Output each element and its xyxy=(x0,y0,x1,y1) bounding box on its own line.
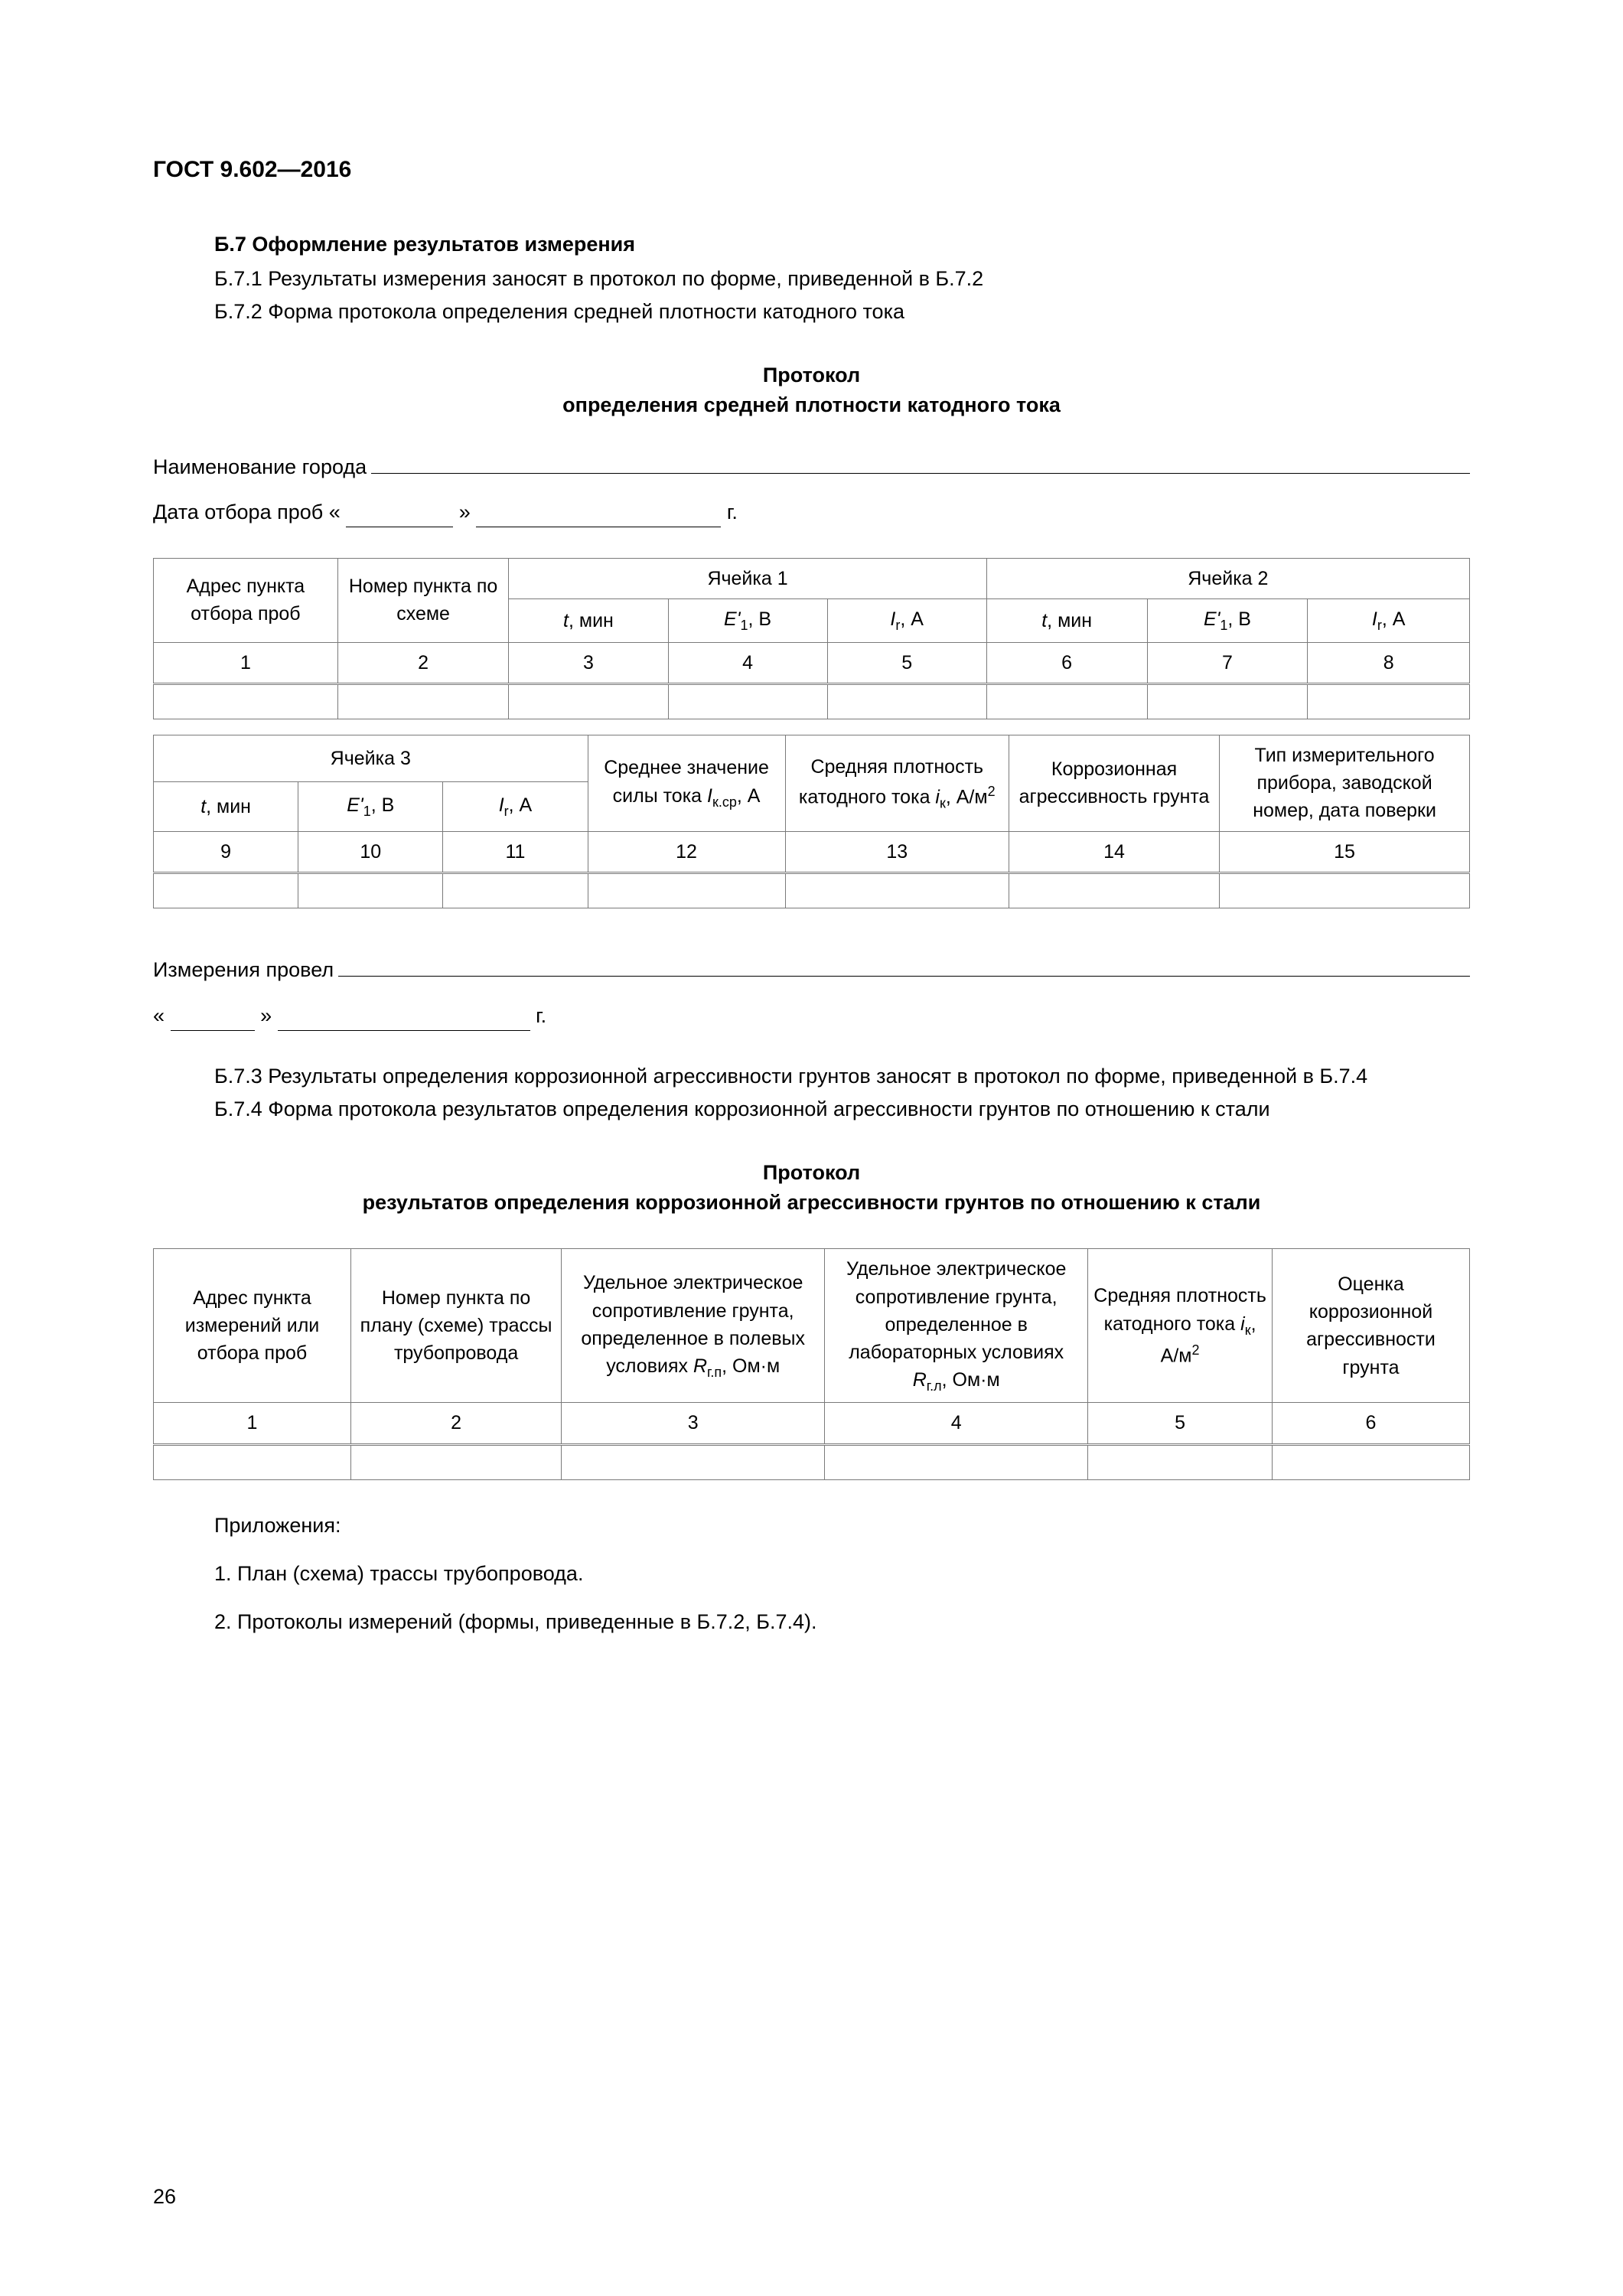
table-1: Адрес пункта отбора проб Номер пункта по… xyxy=(153,558,1470,719)
table-row xyxy=(154,872,1470,908)
date-pre: Дата отбора проб « xyxy=(153,501,341,523)
measured-by-line: Измерения провел xyxy=(153,954,1470,986)
cell: 2 xyxy=(351,1403,562,1444)
text: , Ом·м xyxy=(942,1369,1000,1391)
city-blank xyxy=(371,451,1470,474)
th-e1: E'1, В xyxy=(668,599,827,642)
th: Средняя плотность катодного тока iк, А/м… xyxy=(1088,1249,1273,1403)
table-2: Ячейка 3 Среднее значение силы тока Iк.с… xyxy=(153,735,1470,908)
table-row: Ячейка 3 Среднее значение силы тока Iк.с… xyxy=(154,735,1470,781)
date-line: Дата отбора проб « » г. xyxy=(153,497,1470,527)
cell: 3 xyxy=(562,1403,825,1444)
th-t1: t, мин xyxy=(509,599,668,642)
para-b7-4: Б.7.4 Форма протокола результатов опреде… xyxy=(214,1094,1470,1124)
para-b7-1: Б.7.1 Результаты измерения заносят в про… xyxy=(214,264,1470,294)
date-suf: г. xyxy=(727,501,738,523)
table-row xyxy=(154,683,1470,719)
th-dens: Средняя плотность катодного тока iк, А/м… xyxy=(785,735,1009,831)
cell: 15 xyxy=(1220,831,1470,872)
th-t3: t, мин xyxy=(154,782,298,832)
cell: 7 xyxy=(1147,642,1308,683)
document-header: ГОСТ 9.602—2016 xyxy=(153,153,1470,187)
th-num: Номер пункта по схеме xyxy=(337,559,509,642)
th-e3: E'1, В xyxy=(298,782,443,832)
table-row: 1 2 3 4 5 6 xyxy=(154,1403,1470,1444)
text: , Ом·м xyxy=(722,1355,780,1377)
th-cell3: Ячейка 3 xyxy=(154,735,588,781)
cell: 13 xyxy=(785,831,1009,872)
protocol2-subtitle: результатов определения коррозионной агр… xyxy=(153,1188,1470,1218)
cell: 2 xyxy=(337,642,509,683)
date-blank-2 xyxy=(476,503,721,527)
th: Удельное электриче­ское сопротивление гр… xyxy=(825,1249,1088,1403)
th-aggr: Коррозионная агрессивность грунта xyxy=(1009,735,1219,831)
th: Оценка коррозионной агрессивности грунта xyxy=(1272,1249,1469,1403)
appendix-title: Приложения: xyxy=(214,1511,1470,1541)
text: , А xyxy=(737,785,761,807)
cell: 4 xyxy=(668,642,827,683)
cell: 5 xyxy=(1088,1403,1273,1444)
cell: 1 xyxy=(154,1403,351,1444)
cell: 14 xyxy=(1009,831,1219,872)
th-cell2: Ячейка 2 xyxy=(986,559,1469,599)
city-line: Наименование города xyxy=(153,451,1470,482)
appendix-p1: 1. План (схема) трассы трубопровода. xyxy=(214,1559,1470,1589)
cell: 11 xyxy=(443,831,588,872)
date2-line: « » г. xyxy=(153,1001,1470,1031)
th-i3: Ir, А xyxy=(443,782,588,832)
cell: 4 xyxy=(825,1403,1088,1444)
protocol2-title: Протокол xyxy=(153,1158,1470,1188)
page-number: 26 xyxy=(153,2182,176,2212)
th-avg: Среднее значение силы тока Iк.ср, А xyxy=(588,735,785,831)
th-dev: Тип измерительного прибора, заводской но… xyxy=(1220,735,1470,831)
date-mid: » xyxy=(459,501,471,523)
text: Удельное электриче­ское сопротивление гр… xyxy=(846,1258,1066,1363)
cell: 6 xyxy=(986,642,1147,683)
th: Удельное электриче­ское сопротивление гр… xyxy=(562,1249,825,1403)
date-blank-1 xyxy=(346,503,453,527)
table-row xyxy=(154,1444,1470,1479)
th: Адрес пункта измерений или отбора проб xyxy=(154,1249,351,1403)
measured-by-blank xyxy=(338,954,1470,977)
cell: 1 xyxy=(154,642,338,683)
date2-pre: « xyxy=(153,1004,165,1027)
protocol1-subtitle: определения средней плотности катодного … xyxy=(153,390,1470,420)
date2-mid: » xyxy=(260,1004,278,1027)
cell: 9 xyxy=(154,831,298,872)
table-row: 9 10 11 12 13 14 15 xyxy=(154,831,1470,872)
city-label: Наименование города xyxy=(153,452,367,482)
date2-suf: г. xyxy=(536,1004,546,1027)
table-3: Адрес пункта измерений или отбора проб Н… xyxy=(153,1248,1470,1479)
th-address: Адрес пункта отбора проб xyxy=(154,559,338,642)
protocol1-title: Протокол xyxy=(153,360,1470,390)
th-i1: Ir, А xyxy=(827,599,986,642)
section-b7-title: Б.7 Оформление результатов измерения xyxy=(214,230,1470,259)
date2-blank-2 xyxy=(278,1006,530,1030)
para-b7-3: Б.7.3 Результаты определения коррозионно… xyxy=(214,1062,1470,1091)
cell: 12 xyxy=(588,831,785,872)
measured-by-label: Измерения провел xyxy=(153,955,334,985)
page: ГОСТ 9.602—2016 Б.7 Оформление результат… xyxy=(0,0,1623,2296)
th: Номер пункта по плану (схеме) трассы тру… xyxy=(351,1249,562,1403)
table-row: Адрес пункта измерений или отбора проб Н… xyxy=(154,1249,1470,1403)
th-i2: Ir, А xyxy=(1308,599,1470,642)
cell: 6 xyxy=(1272,1403,1469,1444)
cell: 5 xyxy=(827,642,986,683)
date2-blank-1 xyxy=(171,1006,255,1030)
cell: 8 xyxy=(1308,642,1470,683)
text: Средняя плотность катодного тока xyxy=(799,756,983,807)
para-b7-2: Б.7.2 Форма протокола определения средне… xyxy=(214,297,1470,327)
table-row: Адрес пункта отбора проб Номер пункта по… xyxy=(154,559,1470,599)
th-cell1: Ячейка 1 xyxy=(509,559,986,599)
cell: 10 xyxy=(298,831,443,872)
cell: 3 xyxy=(509,642,668,683)
appendix-p2: 2. Протоколы измерений (формы, приведенн… xyxy=(214,1607,1470,1637)
th-e2: E'1, В xyxy=(1147,599,1308,642)
th-t2: t, мин xyxy=(986,599,1147,642)
table-row: 1 2 3 4 5 6 7 8 xyxy=(154,642,1470,683)
